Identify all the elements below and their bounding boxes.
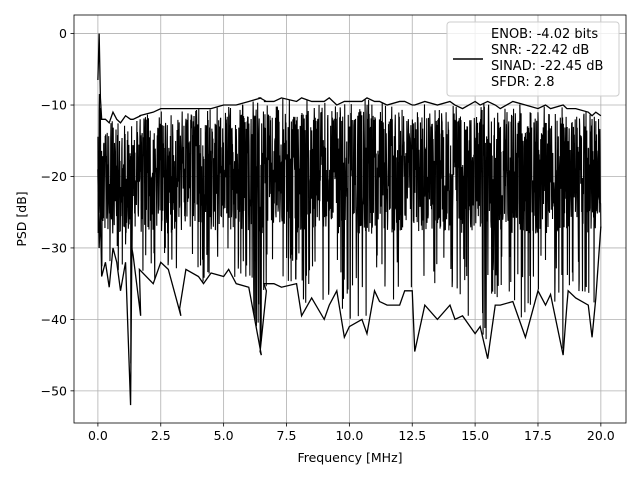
legend-entry-sfdr: SFDR: 2.8 bbox=[491, 75, 555, 90]
psd-line bbox=[97, 93, 602, 364]
x-tick-label: 20.0 bbox=[587, 428, 615, 443]
axis-ticks: 0.0 2.5 5.0 7.5 10.0 12.5 15.0 17.5 20.0 0 −10 −20 −… bbox=[41, 26, 615, 443]
x-tick-label: 17.5 bbox=[524, 428, 552, 443]
x-tick-label: 12.5 bbox=[398, 428, 426, 443]
x-axis-label: Frequency [MHz] bbox=[297, 450, 402, 465]
legend-entry-enob: ENOB: -4.02 bits bbox=[491, 27, 598, 42]
y-tick-label: −50 bbox=[41, 383, 67, 398]
y-tick-label: 0 bbox=[59, 26, 67, 41]
x-tick-label: 2.5 bbox=[151, 428, 171, 443]
y-tick-label: −10 bbox=[41, 98, 67, 113]
y-tick-label: −40 bbox=[41, 312, 67, 327]
legend-box bbox=[446, 21, 620, 97]
x-tick-label: 10.0 bbox=[335, 428, 363, 443]
y-axis-label: PSD [dB] bbox=[14, 191, 29, 246]
y-tick-label: −20 bbox=[41, 169, 67, 184]
y-tick-label: −30 bbox=[41, 240, 67, 255]
plot-frame bbox=[73, 14, 627, 424]
psd-upper-envelope bbox=[97, 33, 602, 125]
legend-entry-sinad: SINAD: -22.45 dB bbox=[491, 59, 603, 74]
x-tick-label: 5.0 bbox=[214, 428, 234, 443]
legend-entry-snr: SNR: -22.42 dB bbox=[491, 43, 589, 58]
x-tick-label: 7.5 bbox=[277, 428, 297, 443]
x-tick-label: 15.0 bbox=[461, 428, 489, 443]
psd-trace bbox=[97, 33, 602, 406]
x-tick-label: 0.0 bbox=[88, 428, 108, 443]
legend: ENOB: -4.02 bits SNR: -22.42 dB SINAD: -… bbox=[446, 21, 620, 97]
psd-lower-envelope bbox=[97, 169, 602, 406]
